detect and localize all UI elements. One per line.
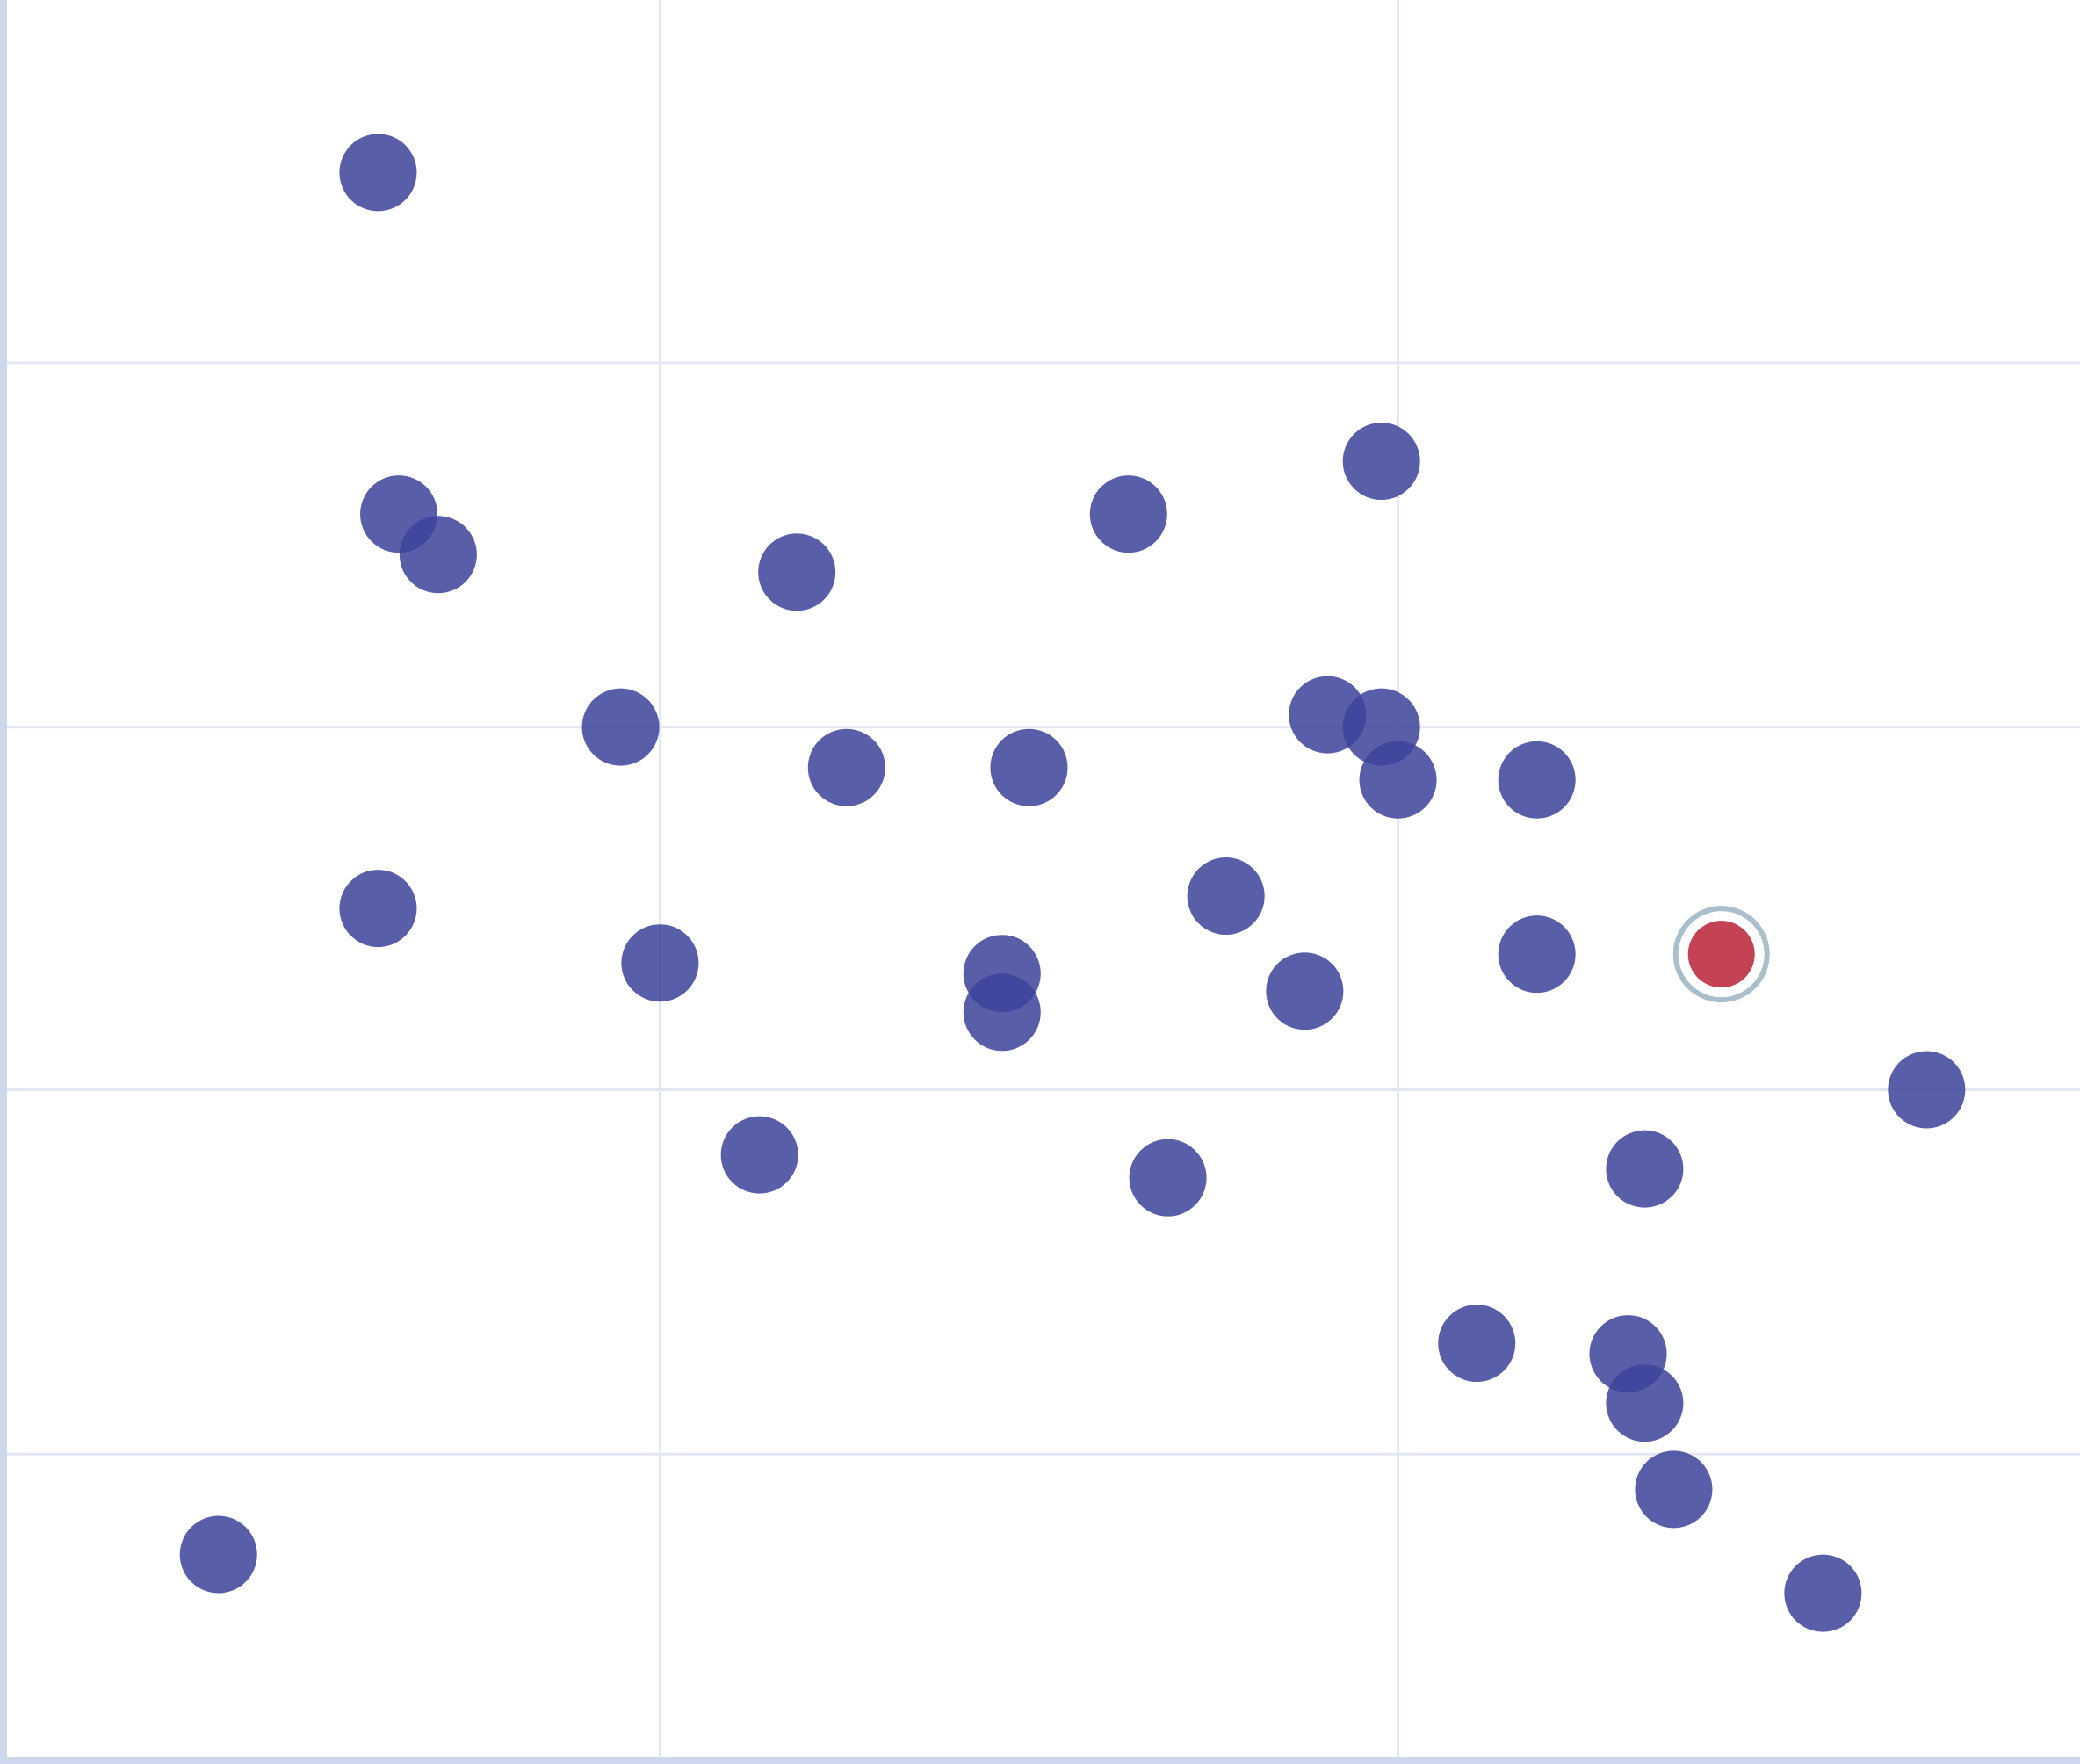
highlighted-data-point <box>1687 921 1755 988</box>
data-point <box>990 728 1068 806</box>
gridlines <box>7 0 2080 1760</box>
data-point <box>720 1116 798 1194</box>
data-point <box>963 973 1041 1052</box>
data-point <box>1187 857 1265 936</box>
data-point <box>1606 1130 1684 1208</box>
data-point <box>1266 952 1344 1030</box>
data-point <box>581 688 660 766</box>
data-point <box>1498 741 1576 819</box>
data-point <box>621 924 699 1002</box>
data-point <box>179 1515 257 1594</box>
data-point <box>1438 1305 1516 1383</box>
data-point <box>399 516 477 594</box>
data-point <box>339 134 417 212</box>
data-point <box>1606 1364 1684 1442</box>
data-points <box>179 134 1966 1632</box>
data-point <box>1498 915 1576 994</box>
data-point <box>758 533 836 611</box>
data-point <box>339 870 417 948</box>
data-point <box>1129 1139 1207 1217</box>
data-point <box>807 728 885 806</box>
data-point <box>1089 475 1167 553</box>
data-point <box>1359 741 1437 819</box>
data-point <box>1342 423 1420 501</box>
data-point <box>1888 1051 1966 1129</box>
data-point <box>1784 1554 1862 1632</box>
data-point <box>1635 1450 1713 1529</box>
